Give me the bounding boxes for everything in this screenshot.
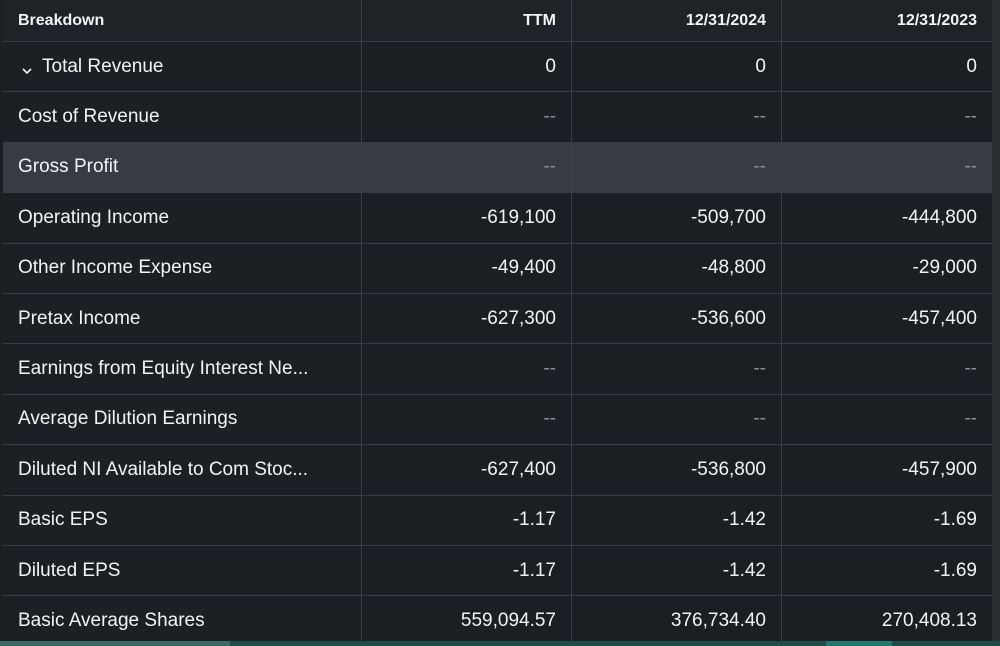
value-2024: -536,800 xyxy=(572,445,782,495)
value-2023: 270,408.13 xyxy=(881,609,977,631)
value-2024: -1.42 xyxy=(572,545,782,596)
row-label: Gross Profit xyxy=(3,142,362,193)
value-ttm: -627,400 xyxy=(362,445,572,495)
value-2023: -457,400 xyxy=(901,307,977,329)
scroll-thumb-secondary[interactable] xyxy=(826,641,892,646)
row-diluted-eps: Diluted EPS -1.17 -1.42 -1.69 xyxy=(3,545,992,597)
row-label: Basic EPS xyxy=(3,495,362,545)
row-diluted-ni-available: Diluted NI Available to Com Stoc... -627… xyxy=(3,445,992,496)
value-2024: -- xyxy=(572,142,782,193)
value-2023: -- xyxy=(964,106,977,128)
value-2024: -509,700 xyxy=(572,193,782,243)
value-2023: -- xyxy=(964,156,977,178)
row-label: Pretax Income xyxy=(3,293,362,344)
value-2023: -457,900 xyxy=(901,458,977,480)
row-label-text: Total Revenue xyxy=(42,55,164,77)
value-ttm: -619,100 xyxy=(362,193,572,243)
row-basic-eps: Basic EPS -1.17 -1.42 -1.69 xyxy=(3,495,992,546)
row-basic-average-shares: Basic Average Shares 559,094.57 376,734.… xyxy=(3,596,992,646)
row-label: Diluted NI Available to Com Stoc... xyxy=(3,445,362,495)
value-2024: -1.42 xyxy=(572,495,782,545)
row-label[interactable]: Total Revenue xyxy=(3,42,362,92)
value-2023: -444,800 xyxy=(901,206,977,228)
value-2023: -1.69 xyxy=(933,509,977,531)
row-label: Basic Average Shares xyxy=(3,596,362,646)
row-label: Diluted EPS xyxy=(3,545,362,596)
value-ttm: -- xyxy=(362,142,572,193)
value-2024: -48,800 xyxy=(572,243,782,293)
row-label: Average Dilution Earnings xyxy=(3,394,362,445)
row-other-income-expense: Other Income Expense -49,400 -48,800 -29… xyxy=(3,243,992,294)
row-pretax-income: Pretax Income -627,300 -536,600 -457,400 xyxy=(3,293,992,345)
value-2023: -- xyxy=(964,408,977,430)
value-2023: -- xyxy=(964,358,977,380)
value-ttm: 559,094.57 xyxy=(362,596,572,646)
value-2024: -- xyxy=(572,344,782,394)
value-ttm: -627,300 xyxy=(362,293,572,344)
row-gross-profit: Gross Profit -- -- -- xyxy=(3,142,992,194)
chevron-down-icon[interactable] xyxy=(22,60,32,74)
value-ttm: -- xyxy=(362,394,572,445)
row-label: Operating Income xyxy=(3,193,362,243)
row-label: Cost of Revenue xyxy=(3,92,362,142)
value-2023: -1.69 xyxy=(933,559,977,581)
row-total-revenue[interactable]: Total Revenue 0 0 0 xyxy=(3,42,992,93)
value-2024: 0 xyxy=(572,42,782,92)
row-label: Earnings from Equity Interest Ne... xyxy=(3,344,362,394)
value-2024: -- xyxy=(572,394,782,445)
vertical-scroll-track[interactable] xyxy=(992,0,1000,646)
row-label: Other Income Expense xyxy=(3,243,362,293)
column-header-2024: 12/31/2024 xyxy=(572,0,782,41)
breakdown-header: Breakdown xyxy=(3,0,362,41)
value-2024: -- xyxy=(572,92,782,142)
value-2024: 376,734.40 xyxy=(572,596,782,646)
row-average-dilution-earnings: Average Dilution Earnings -- -- -- xyxy=(3,394,992,446)
horizontal-scrollbar[interactable] xyxy=(0,641,1000,646)
row-operating-income: Operating Income -619,100 -509,700 -444,… xyxy=(3,193,992,244)
value-ttm: -1.17 xyxy=(362,495,572,545)
column-header-ttm: TTM xyxy=(362,0,572,41)
value-2024: -536,600 xyxy=(572,293,782,344)
value-2023: 0 xyxy=(966,55,977,77)
value-ttm: -49,400 xyxy=(362,243,572,293)
scroll-thumb[interactable] xyxy=(0,641,230,646)
value-ttm: -- xyxy=(362,92,572,142)
row-earnings-equity-interest: Earnings from Equity Interest Ne... -- -… xyxy=(3,344,992,395)
value-2023: -29,000 xyxy=(912,257,977,279)
value-ttm: 0 xyxy=(362,42,572,92)
table-header: Breakdown TTM 12/31/2024 12/31/2023 xyxy=(3,0,992,42)
column-header-2023: 12/31/2023 xyxy=(896,11,977,29)
income-statement-table: Breakdown TTM 12/31/2024 12/31/2023 Tota… xyxy=(3,0,992,646)
value-ttm: -1.17 xyxy=(362,545,572,596)
value-ttm: -- xyxy=(362,344,572,394)
row-cost-of-revenue: Cost of Revenue -- -- -- xyxy=(3,92,992,143)
